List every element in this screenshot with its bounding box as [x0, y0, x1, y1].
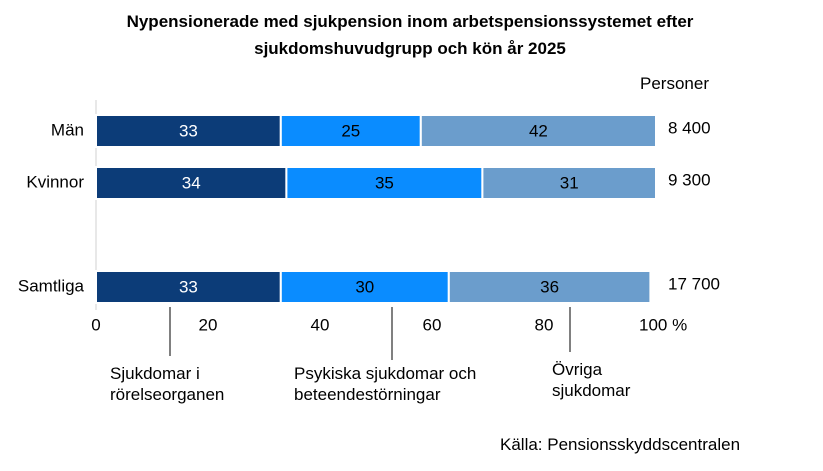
legend-label: Övriga sjukdomar [552, 360, 631, 400]
total-label: 8 400 [668, 118, 711, 137]
x-tick-label: 40 [311, 315, 330, 334]
y-tick-label: Män [51, 120, 84, 139]
data-label: 42 [529, 121, 548, 140]
x-tick-label: 80 [535, 315, 554, 334]
data-label: 30 [355, 277, 374, 296]
bar-segment [95, 270, 282, 304]
data-label: 33 [179, 121, 198, 140]
x-tick-label: 20 [199, 315, 218, 334]
bar-segment [285, 166, 484, 200]
data-label: 25 [341, 121, 360, 140]
bar-segment [447, 270, 652, 304]
bar-segment [419, 114, 657, 148]
source: Källa: Pensionsskyddscentralen [500, 435, 741, 454]
data-label: 33 [179, 277, 198, 296]
y-tick-label: Kvinnor [26, 172, 84, 191]
data-label: 31 [560, 173, 579, 192]
legend-label: Sjukdomar i rörelseorganen [110, 364, 225, 404]
legend-label: Psykiska sjukdomar och beteendestörninga… [294, 364, 477, 404]
totals-title: Personer [640, 74, 709, 93]
chart-title: Nypensionerade med sjukpension inom arbe… [126, 12, 694, 58]
y-tick-label: Samtliga [18, 276, 85, 295]
data-label: 34 [182, 173, 201, 192]
x-tick-label: 60 [423, 315, 442, 334]
data-label: 36 [540, 277, 559, 296]
data-label: 35 [375, 173, 394, 192]
bar-segment [481, 166, 657, 200]
total-label: 17 700 [668, 274, 720, 293]
x-tick-label: 100 % [639, 315, 687, 334]
x-tick-label: 0 [91, 315, 100, 334]
total-label: 9 300 [668, 170, 711, 189]
